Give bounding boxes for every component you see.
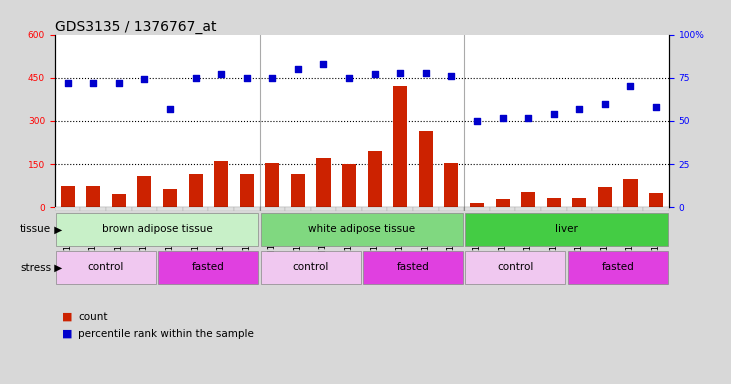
Text: ■: ■ (62, 329, 72, 339)
Bar (336, 207, 362, 211)
Bar (464, 207, 490, 211)
Bar (362, 207, 387, 211)
Bar (261, 213, 463, 246)
Bar (137, 176, 151, 207)
Bar (61, 186, 75, 207)
Bar (368, 151, 382, 207)
Bar (86, 186, 100, 207)
Bar (419, 131, 433, 207)
Bar (106, 207, 132, 211)
Bar (183, 207, 208, 211)
Bar (311, 207, 336, 211)
Text: white adipose tissue: white adipose tissue (308, 224, 415, 234)
Bar (317, 159, 330, 207)
Point (650, 104, 662, 110)
Text: fasted: fasted (602, 262, 634, 272)
Bar (159, 252, 258, 284)
Bar (568, 252, 667, 284)
Bar (163, 189, 177, 207)
Bar (285, 207, 311, 211)
Text: control: control (292, 262, 329, 272)
Bar (618, 207, 643, 211)
Bar (598, 187, 612, 207)
Bar (466, 213, 667, 246)
Text: count: count (78, 312, 107, 322)
Text: control: control (88, 262, 124, 272)
Text: percentile rank within the sample: percentile rank within the sample (78, 329, 254, 339)
Point (599, 101, 610, 107)
Point (189, 75, 201, 81)
Point (471, 118, 482, 124)
Point (445, 73, 457, 79)
Bar (393, 86, 407, 207)
Point (522, 114, 534, 121)
Bar (444, 163, 458, 207)
Bar (547, 198, 561, 207)
Bar (649, 193, 663, 207)
Point (624, 83, 636, 89)
Text: tissue: tissue (20, 224, 51, 235)
Point (394, 70, 406, 76)
Point (138, 76, 150, 83)
Bar (265, 163, 279, 207)
Text: fasted: fasted (192, 262, 224, 272)
Text: liver: liver (555, 224, 578, 234)
Bar (592, 207, 618, 211)
Point (240, 75, 252, 81)
Text: ▶: ▶ (51, 224, 62, 235)
Bar (56, 213, 258, 246)
Bar (643, 207, 669, 211)
Bar (189, 174, 202, 207)
Text: GDS3135 / 1376767_at: GDS3135 / 1376767_at (55, 20, 216, 33)
Point (266, 75, 278, 81)
Point (87, 80, 99, 86)
Bar (291, 174, 305, 207)
Point (292, 66, 303, 72)
Bar (234, 207, 260, 211)
Bar (132, 207, 157, 211)
Point (113, 80, 124, 86)
Bar (541, 207, 567, 211)
Text: ▶: ▶ (51, 263, 62, 273)
Point (164, 106, 175, 112)
Point (548, 111, 559, 117)
Point (420, 70, 431, 76)
Bar (80, 207, 106, 211)
Bar (521, 192, 535, 207)
Point (61, 80, 73, 86)
Point (343, 75, 355, 81)
Bar (490, 207, 515, 211)
Bar (439, 207, 464, 211)
Text: control: control (497, 262, 534, 272)
Bar (208, 207, 234, 211)
Point (496, 114, 508, 121)
Bar (363, 252, 463, 284)
Bar (342, 164, 356, 207)
Bar (515, 207, 541, 211)
Bar (572, 198, 586, 207)
Bar (624, 179, 637, 207)
Bar (413, 207, 439, 211)
Bar (214, 161, 228, 207)
Text: stress: stress (20, 263, 51, 273)
Bar (240, 174, 254, 207)
Point (317, 61, 329, 67)
Bar (56, 252, 156, 284)
Point (573, 106, 585, 112)
Bar (157, 207, 183, 211)
Bar (261, 252, 360, 284)
Bar (260, 207, 285, 211)
Bar (112, 194, 126, 207)
Text: brown adipose tissue: brown adipose tissue (102, 224, 213, 234)
Text: fasted: fasted (397, 262, 429, 272)
Bar (496, 199, 510, 207)
Point (215, 71, 227, 78)
Point (368, 71, 380, 78)
Bar (470, 203, 484, 207)
Bar (567, 207, 592, 211)
Bar (55, 207, 80, 211)
Bar (466, 252, 565, 284)
Text: ■: ■ (62, 312, 72, 322)
Bar (387, 207, 413, 211)
